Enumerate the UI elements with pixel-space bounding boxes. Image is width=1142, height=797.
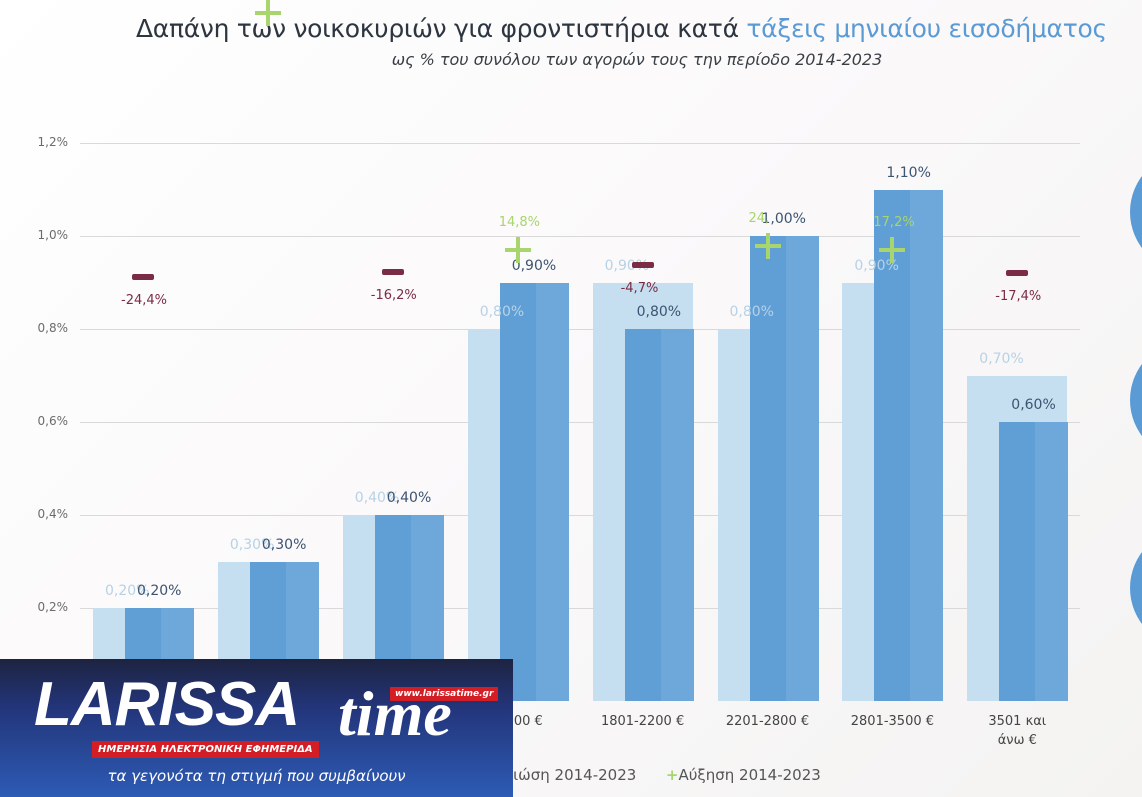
- value-label-2014: 0,40%: [354, 490, 400, 506]
- value-label-2023: 0,40%: [386, 490, 432, 506]
- decrease-label: -17,4%: [995, 289, 1042, 304]
- decrease-marker-icon: [132, 274, 154, 280]
- y-tick-label: 1,0%: [37, 228, 69, 242]
- chart-title-main: Δαπάνη των νοικοκυριών για φροντιστήρια …: [136, 14, 747, 43]
- value-label-2023: 1,10%: [886, 164, 931, 181]
- logo-tagline: ΗΜΕΡΗΣΙΑ ΗΛΕΚΤΡΟΝΙΚΗ ΕΦΗΜΕΡΙΔΑ: [92, 741, 319, 758]
- value-label-2014: 0,80%: [729, 304, 774, 320]
- value-label-2023: 0,60%: [1011, 397, 1056, 413]
- bar-2023[interactable]: [749, 236, 819, 701]
- chart-title: Δαπάνη των νοικοκυριών για φροντιστήρια …: [136, 14, 1107, 43]
- decrease-marker-icon: [1006, 270, 1029, 276]
- value-label-2023: 0,80%: [636, 304, 682, 320]
- y-tick-label: 0,4%: [37, 507, 69, 521]
- larissatime-logo[interactable]: LARISSA time www.larissatime.gr ΗΜΕΡΗΣΙΑ…: [0, 659, 513, 797]
- decrease-marker-icon: [381, 269, 404, 275]
- x-axis-label: 2801-3500 €: [850, 714, 935, 729]
- legend-increase: Αύξηση 2014-2023: [678, 766, 821, 784]
- bar-2023[interactable]: [999, 422, 1069, 701]
- chart-title-accent: τάξεις μηνιαίου εισοδήματος: [746, 14, 1107, 43]
- increase-marker-icon: [754, 233, 781, 259]
- bar-2023[interactable]: [874, 189, 944, 701]
- gridline: [80, 422, 1080, 423]
- increase-label: 24,: [748, 211, 770, 226]
- y-tick-label: 1,2%: [37, 135, 69, 149]
- gridline: [80, 608, 1080, 609]
- logo-brand: LARISSA: [34, 670, 300, 739]
- legend-decrease: ειώση 2014-2023: [505, 766, 637, 784]
- x-axis-label: 1801-2200 €: [600, 714, 685, 729]
- increase-marker-icon: [254, 0, 281, 26]
- decrease-label: -16,2%: [370, 288, 417, 303]
- legend: ειώση 2014-2023 +Αύξηση 2014-2023: [505, 766, 821, 784]
- value-label-2023: 1,00%: [761, 211, 806, 227]
- x-axis-label: 3501 και άνω €: [988, 714, 1047, 748]
- increase-label: 14,8%: [498, 215, 540, 230]
- plus-icon: +: [665, 766, 679, 784]
- y-tick-label: 0,6%: [37, 414, 69, 428]
- chart-subtitle: ως % του συνόλου των αγορών τους την περ…: [391, 50, 883, 69]
- value-label-2014: 0,70%: [979, 350, 1024, 367]
- gridline: [80, 329, 1080, 330]
- value-label-2023: 0,90%: [511, 257, 557, 274]
- value-label-2023: 0,30%: [261, 536, 307, 553]
- decrease-marker-icon: [631, 262, 654, 268]
- decrease-label: -4,7%: [620, 281, 659, 296]
- increase-marker-icon: [879, 237, 906, 263]
- logo-url: www.larissatime.gr: [390, 687, 499, 701]
- gridline: [80, 236, 1080, 237]
- logo-slogan: τα γεγονότα τη στιγμή που συμβαίνουν: [107, 767, 406, 785]
- gridline: [80, 515, 1080, 516]
- y-tick-label: 0,2%: [37, 600, 69, 614]
- increase-marker-icon: [504, 237, 531, 263]
- value-label-2023: 0,20%: [137, 583, 182, 599]
- value-label-2014: 0,20%: [105, 583, 150, 599]
- increase-label: 17,2%: [873, 215, 915, 230]
- value-label-2014: 0,90%: [854, 257, 899, 274]
- value-label-2014: 0,80%: [479, 304, 525, 320]
- y-tick-label: 0,8%: [37, 321, 69, 335]
- x-axis-label: 2201-2800 €: [725, 714, 810, 729]
- value-label-2014: 0,90%: [604, 257, 650, 274]
- decrease-label: -24,4%: [121, 293, 167, 308]
- bar-2023[interactable]: [624, 329, 694, 701]
- gridline: [80, 143, 1080, 144]
- bar-2023[interactable]: [499, 282, 569, 701]
- value-label-2014: 0,30%: [229, 536, 275, 553]
